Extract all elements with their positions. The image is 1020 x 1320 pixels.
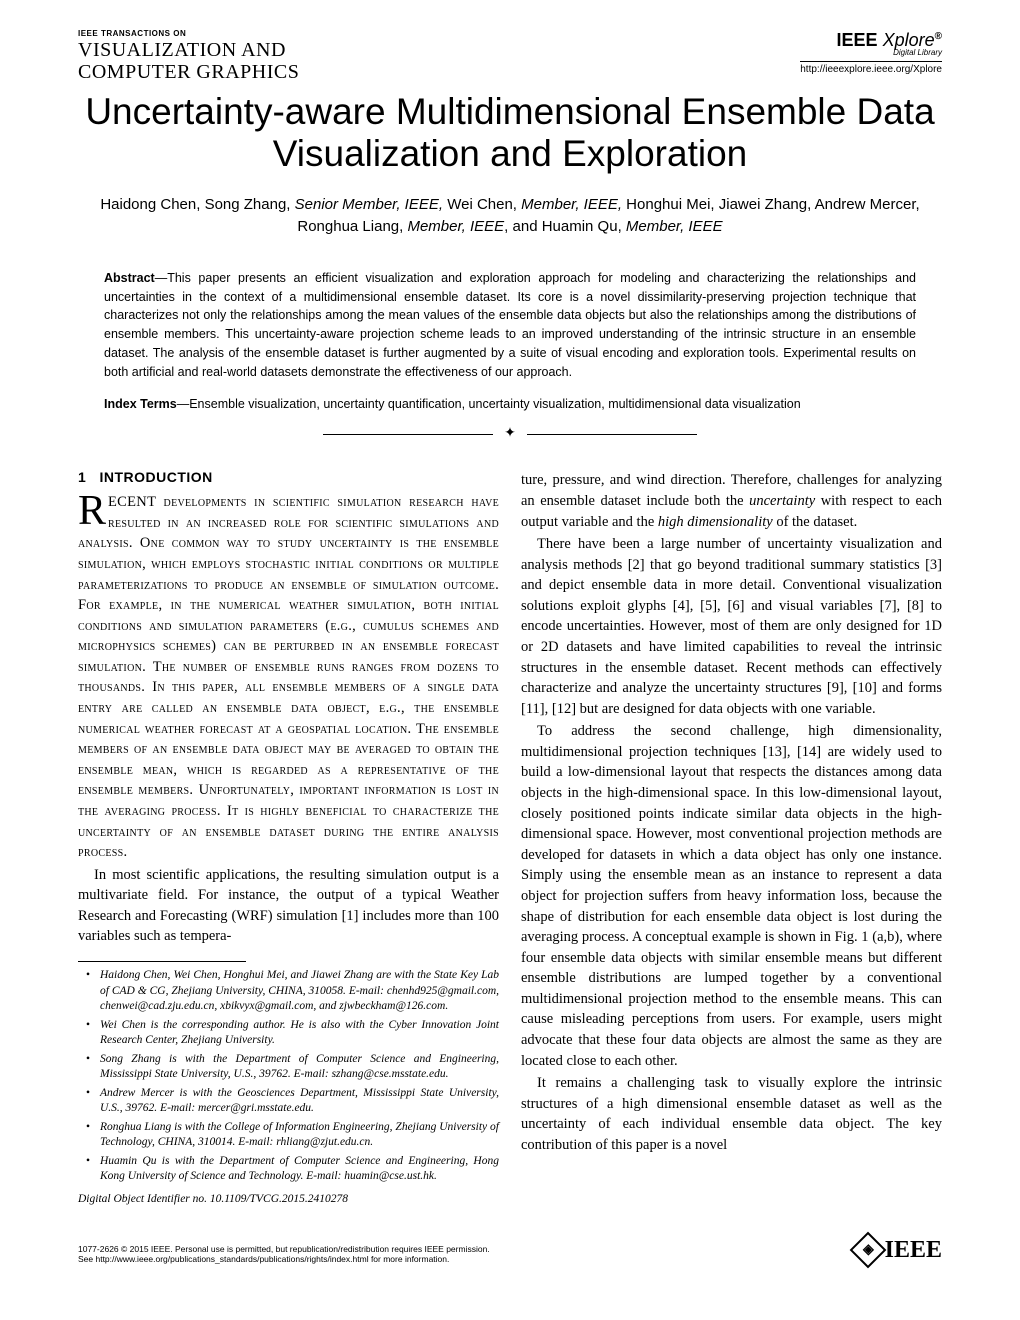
page-header: IEEE TRANSACTIONS ON VISUALIZATION AND C… <box>78 30 942 83</box>
index-terms-text: —Ensemble visualization, uncertainty qua… <box>177 397 801 411</box>
divider-line-right <box>527 434 697 435</box>
ieee-logo-text: IEEE <box>885 1235 942 1265</box>
journal-overline: IEEE TRANSACTIONS ON <box>78 30 299 39</box>
index-terms-label: Index Terms <box>104 397 177 411</box>
intro-p1-text: ECENT developments in scientific simulat… <box>78 494 499 860</box>
abstract-text: —This paper presents an efficient visual… <box>104 271 916 379</box>
affiliations-list: Haidong Chen, Wei Chen, Honghui Mei, and… <box>78 968 499 1185</box>
xplore-ieee: IEEE <box>837 30 878 50</box>
body-columns: 1 INTRODUCTION RECENT developments in sc… <box>78 468 942 1207</box>
intro-paragraph-2: In most scientific applications, the res… <box>78 865 499 947</box>
affiliation-item: Andrew Mercer is with the Geosciences De… <box>90 1086 499 1117</box>
author-list: Haidong Chen, Song Zhang, Senior Member,… <box>78 194 942 239</box>
abstract: Abstract—This paper presents an efficien… <box>104 269 916 382</box>
right-paragraph-4: It remains a challenging task to visuall… <box>521 1073 942 1155</box>
section-title: INTRODUCTION <box>99 469 212 485</box>
copyright-see: See http://www.ieee.org/publications_sta… <box>78 1254 490 1265</box>
paper-title: Uncertainty-aware Multidimensional Ensem… <box>78 91 942 176</box>
left-column: 1 INTRODUCTION RECENT developments in sc… <box>78 468 499 1207</box>
divider-line-left <box>323 434 493 435</box>
xplore-url: http://ieeexplore.ieee.org/Xplore <box>800 61 942 76</box>
journal-name-line1: VISUALIZATION AND <box>78 39 299 61</box>
copyright-line: 1077-2626 © 2015 IEEE. Personal use is p… <box>78 1244 490 1255</box>
affiliation-rule <box>78 961 246 962</box>
xplore-reg: ® <box>935 31 942 42</box>
right-paragraph-2: There have been a large number of uncert… <box>521 534 942 719</box>
intro-paragraph-1: RECENT developments in scientific simula… <box>78 492 499 862</box>
doi-line: Digital Object Identifier no. 10.1109/TV… <box>78 1191 499 1207</box>
right-paragraph-1: ture, pressure, and wind direction. Ther… <box>521 470 942 532</box>
copyright-block: 1077-2626 © 2015 IEEE. Personal use is p… <box>78 1244 490 1265</box>
affiliation-item: Haidong Chen, Wei Chen, Honghui Mei, and… <box>90 968 499 1015</box>
journal-name-line2: COMPUTER GRAPHICS <box>78 61 299 83</box>
abstract-label: Abstract <box>104 271 155 285</box>
xplore-block: IEEE Xplore® Digital Library http://ieee… <box>800 30 942 76</box>
page-footer: 1077-2626 © 2015 IEEE. Personal use is p… <box>78 1235 942 1265</box>
index-terms: Index Terms—Ensemble visualization, unce… <box>104 397 916 411</box>
section-divider: ✦ <box>78 425 942 442</box>
affiliation-item: Ronghua Liang is with the College of Inf… <box>90 1120 499 1151</box>
affiliation-item: Song Zhang is with the Department of Com… <box>90 1052 499 1083</box>
ieee-diamond-icon: ◈ <box>849 1232 886 1269</box>
journal-name-block: IEEE TRANSACTIONS ON VISUALIZATION AND C… <box>78 30 299 83</box>
right-paragraph-3: To address the second challenge, high di… <box>521 721 942 1071</box>
section-heading: 1 INTRODUCTION <box>78 468 499 488</box>
divider-diamond-icon: ✦ <box>504 426 516 441</box>
section-number: 1 <box>78 469 86 485</box>
dropcap: R <box>78 492 108 530</box>
affiliation-item: Huamin Qu is with the Department of Comp… <box>90 1154 499 1185</box>
ieee-logo: ◈ IEEE <box>855 1235 942 1265</box>
affiliation-item: Wei Chen is the corresponding author. He… <box>90 1018 499 1049</box>
right-column: ture, pressure, and wind direction. Ther… <box>521 468 942 1207</box>
